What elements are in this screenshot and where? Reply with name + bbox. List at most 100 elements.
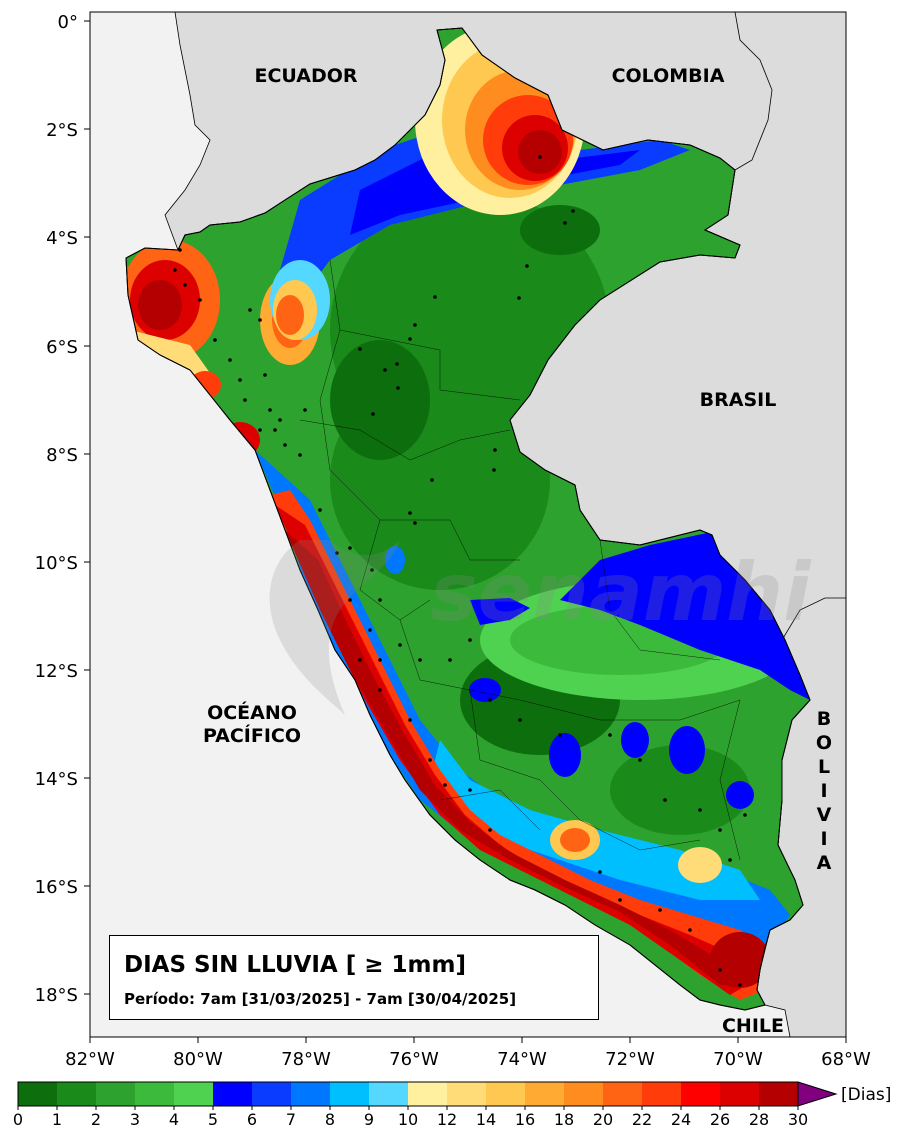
station-dot: [378, 658, 382, 662]
latitude-axis: 0° 2°S 4°S 6°S 8°S 10°S 12°S 14°S 16°S 1…: [35, 12, 90, 1006]
lon-tick-label: 74°W: [497, 1049, 547, 1070]
station-dot: [358, 347, 362, 351]
station-dot: [395, 362, 399, 366]
station-dot: [408, 511, 412, 515]
station-dot: [413, 521, 417, 525]
colorbar-tick-label: 22: [632, 1110, 652, 1129]
station-dot: [348, 598, 352, 602]
station-dot: [428, 758, 432, 762]
colorbar-swatch: [252, 1082, 292, 1106]
bolivia-letter: I: [820, 780, 827, 802]
lat-tick-label: 6°S: [46, 337, 78, 358]
station-dot: [278, 418, 282, 422]
colorbar-swatch: [330, 1082, 370, 1106]
station-dot: [178, 248, 182, 252]
station-dot: [468, 788, 472, 792]
lon-tick-label: 70°W: [713, 1049, 763, 1070]
station-dot: [413, 323, 417, 327]
colorbar-tick-label: 28: [749, 1110, 769, 1129]
bolivia-letter: B: [817, 708, 831, 730]
lat-tick-label: 2°S: [46, 120, 78, 141]
station-dot: [558, 733, 562, 737]
station-dot: [518, 718, 522, 722]
lon-tick-label: 80°W: [173, 1049, 223, 1070]
station-dot: [238, 378, 242, 382]
lat-tick-label: 14°S: [35, 769, 78, 790]
colorbar-tick-label: 16: [515, 1110, 535, 1129]
station-dot: [408, 337, 412, 341]
colorbar-swatch: [174, 1082, 214, 1106]
station-dot: [448, 658, 452, 662]
colorbar-tick-label: 20: [593, 1110, 613, 1129]
bolivia-letter: I: [820, 828, 827, 850]
station-dot: [443, 783, 447, 787]
station-dot: [335, 551, 339, 555]
colorbar-swatch: [486, 1082, 526, 1106]
station-dot: [173, 268, 177, 272]
colorbar-swatch: [135, 1082, 175, 1106]
station-dot: [743, 813, 747, 817]
colorbar-swatch: [369, 1082, 409, 1106]
station-dot: [348, 546, 352, 550]
station-dot: [396, 386, 400, 390]
station-dot: [398, 643, 402, 647]
station-dot: [663, 798, 667, 802]
lon-tick-label: 72°W: [605, 1049, 655, 1070]
station-dot: [433, 295, 437, 299]
station-dot: [183, 283, 187, 287]
station-dot: [598, 870, 602, 874]
station-dot: [258, 428, 262, 432]
brazil-bolivia-border: [781, 597, 846, 641]
station-dot: [493, 448, 497, 452]
colorbar-swatch: [720, 1082, 760, 1106]
station-dot: [488, 828, 492, 832]
label-bolivia: B O L I V I A: [816, 708, 832, 874]
map-period: Período: 7am [31/03/2025] - 7am [30/04/2…: [124, 990, 517, 1008]
station-dot: [371, 412, 375, 416]
station-dot: [638, 758, 642, 762]
station-dot: [718, 968, 722, 972]
colorbar-tick-label: 24: [671, 1110, 691, 1129]
lat-tick-label: 0°: [58, 12, 78, 33]
label-ocean-line1: OCÉANO: [207, 701, 297, 724]
station-dot: [243, 398, 247, 402]
colorbar-unit-label: [Dias]: [841, 1085, 892, 1105]
colorbar-swatch: [213, 1082, 253, 1106]
colorbar-swatch: [291, 1082, 331, 1106]
lat-tick-label: 10°S: [35, 553, 78, 574]
colorbar-tick-label: 4: [169, 1110, 179, 1129]
station-dot: [492, 468, 496, 472]
station-dot: [273, 428, 277, 432]
station-dot: [571, 209, 575, 213]
colorbar-extend-arrow: [797, 1081, 838, 1107]
station-dot: [418, 658, 422, 662]
station-dot: [618, 898, 622, 902]
colorbar-swatch: [564, 1082, 604, 1106]
lat-tick-label: 18°S: [35, 985, 78, 1006]
station-dot: [525, 264, 529, 268]
station-points: [173, 155, 747, 987]
station-dot: [408, 718, 412, 722]
label-brasil: BRASIL: [700, 389, 777, 411]
station-dot: [718, 828, 722, 832]
label-chile: CHILE: [722, 1015, 784, 1037]
bolivia-letter: O: [816, 732, 832, 754]
station-dot: [303, 408, 307, 412]
station-dot: [198, 298, 202, 302]
map-frame: [89, 11, 847, 1038]
svg-text:senamhi: senamhi: [430, 546, 812, 639]
colorbar-swatch: [96, 1082, 136, 1106]
bolivia-letter: V: [817, 804, 832, 826]
colorbar-swatch: [447, 1082, 487, 1106]
department-borders: [299, 259, 741, 861]
colorbar-swatch: [603, 1082, 643, 1106]
station-dot: [538, 155, 542, 159]
station-dot: [263, 373, 267, 377]
station-dot: [368, 628, 372, 632]
station-dot: [268, 408, 272, 412]
colorbar-tick-label: 10: [398, 1110, 418, 1129]
colorbar-tick-label: 7: [286, 1110, 296, 1129]
colorbar-tick-label: 26: [710, 1110, 730, 1129]
colorbar-tick-label: 14: [476, 1110, 496, 1129]
watermark: senamhi: [269, 540, 812, 715]
